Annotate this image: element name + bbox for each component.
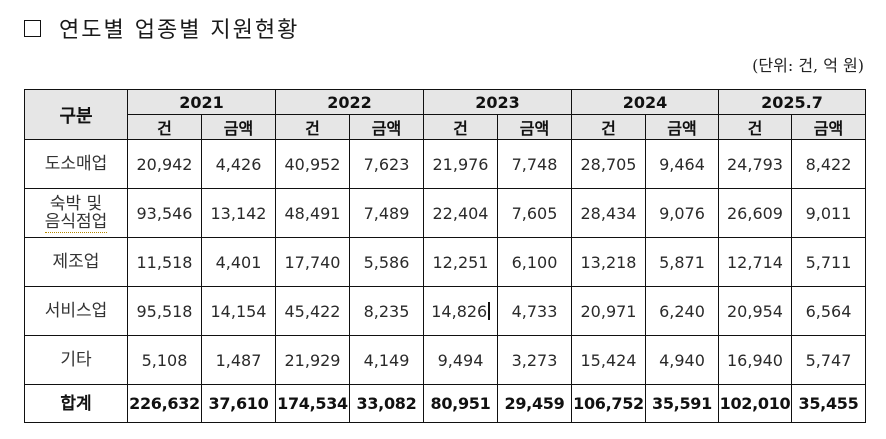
cell-count[interactable]: 11,518 [127,237,202,287]
total-amount[interactable]: 33,082 [349,384,424,423]
cell-amount[interactable]: 5,871 [645,237,719,287]
cell-count[interactable]: 26,609 [718,188,792,238]
cell-count[interactable]: 16,940 [718,335,792,385]
cell-count[interactable]: 21,976 [423,139,498,189]
cell-count[interactable]: 5,108 [127,335,202,385]
header-year-2025-7: 2025.7 [718,89,866,115]
header-amount: 금액 [201,114,276,140]
row-category[interactable]: 서비스업 [24,286,128,336]
cell-amount[interactable]: 9,011 [791,188,866,238]
row-category-line2: 음식점업 [44,212,108,233]
cell-count[interactable]: 24,793 [718,139,792,189]
cell-amount[interactable]: 5,586 [349,237,424,287]
total-row: 합계 226,632 37,610 174,534 33,082 80,951 … [24,384,866,423]
total-count[interactable]: 226,632 [127,384,202,423]
cell-amount[interactable]: 4,940 [645,335,719,385]
cell-count[interactable]: 13,218 [571,237,646,287]
text-cursor-caret [488,301,490,320]
cell-amount[interactable]: 5,711 [791,237,866,287]
total-amount[interactable]: 37,610 [201,384,276,423]
header-amount: 금액 [349,114,424,140]
cell-count[interactable]: 48,491 [275,188,350,238]
cell-count[interactable]: 9,494 [423,335,498,385]
cell-count[interactable]: 20,942 [127,139,202,189]
row-category[interactable]: 도소매업 [24,139,128,189]
cell-amount[interactable]: 13,142 [201,188,276,238]
cell-amount[interactable]: 6,240 [645,286,719,336]
total-count[interactable]: 106,752 [571,384,646,423]
cell-count-active[interactable]: 14,826 [423,286,498,336]
cell-amount[interactable]: 5,747 [791,335,866,385]
cell-count[interactable]: 12,251 [423,237,498,287]
cell-count[interactable]: 93,546 [127,188,202,238]
total-count[interactable]: 174,534 [275,384,350,423]
header-category: 구분 [24,89,128,140]
header-year-2021: 2021 [127,89,276,115]
cell-amount[interactable]: 9,464 [645,139,719,189]
header-count: 건 [571,114,646,140]
cell-amount[interactable]: 7,748 [497,139,572,189]
header-amount: 금액 [497,114,572,140]
cell-count[interactable]: 40,952 [275,139,350,189]
cell-amount[interactable]: 1,487 [201,335,276,385]
cell-count[interactable]: 20,971 [571,286,646,336]
cell-count[interactable]: 20,954 [718,286,792,336]
table-row: 서비스업 95,518 14,154 45,422 8,235 14,826 4… [24,286,866,336]
total-amount[interactable]: 35,455 [791,384,866,423]
header-year-2022: 2022 [275,89,424,115]
cell-count[interactable]: 12,714 [718,237,792,287]
cell-amount[interactable]: 8,235 [349,286,424,336]
header-count: 건 [127,114,202,140]
header-count: 건 [275,114,350,140]
table-row: 기타 5,108 1,487 21,929 4,149 9,494 3,273 … [24,335,866,385]
total-amount[interactable]: 35,591 [645,384,719,423]
support-status-table: 구분 2021 2022 2023 2024 2025.7 건 금액 건 금액 … [24,89,866,423]
table-row: 숙박 및 음식점업 93,546 13,142 48,491 7,489 22,… [24,188,866,238]
cell-amount[interactable]: 4,733 [497,286,572,336]
cell-count[interactable]: 28,434 [571,188,646,238]
row-category[interactable]: 기타 [24,335,128,385]
cell-amount[interactable]: 7,605 [497,188,572,238]
cell-amount[interactable]: 4,149 [349,335,424,385]
header-count: 건 [718,114,792,140]
header-amount: 금액 [791,114,866,140]
table-row: 도소매업 20,942 4,426 40,952 7,623 21,976 7,… [24,139,866,189]
cell-count[interactable]: 22,404 [423,188,498,238]
cell-count[interactable]: 28,705 [571,139,646,189]
cell-amount[interactable]: 4,426 [201,139,276,189]
header-amount: 금액 [645,114,719,140]
table-row: 제조업 11,518 4,401 17,740 5,586 12,251 6,1… [24,237,866,287]
row-category[interactable]: 제조업 [24,237,128,287]
cell-count[interactable]: 21,929 [275,335,350,385]
total-label[interactable]: 합계 [24,384,128,423]
header-count: 건 [423,114,498,140]
cell-amount[interactable]: 8,422 [791,139,866,189]
cell-amount[interactable]: 14,154 [201,286,276,336]
cell-amount[interactable]: 7,489 [349,188,424,238]
cell-amount[interactable]: 9,076 [645,188,719,238]
cell-count[interactable]: 95,518 [127,286,202,336]
section-heading: 연도별 업종별 지원현황 [24,12,299,44]
header-year-2024: 2024 [571,89,719,115]
header-year-2023: 2023 [423,89,572,115]
cell-value: 14,826 [431,301,488,321]
cell-amount[interactable]: 6,564 [791,286,866,336]
cell-count[interactable]: 45,422 [275,286,350,336]
checkbox-square-icon [24,19,41,37]
cell-count[interactable]: 17,740 [275,237,350,287]
cell-amount[interactable]: 6,100 [497,237,572,287]
cell-count[interactable]: 15,424 [571,335,646,385]
total-count[interactable]: 80,951 [423,384,498,423]
cell-amount[interactable]: 4,401 [201,237,276,287]
total-amount[interactable]: 29,459 [497,384,572,423]
cell-amount[interactable]: 7,623 [349,139,424,189]
row-category-line1: 숙박 및 [49,194,103,214]
total-count[interactable]: 102,010 [718,384,792,423]
unit-note: (단위: 건, 억 원) [752,56,864,75]
cell-amount[interactable]: 3,273 [497,335,572,385]
section-title: 연도별 업종별 지원현황 [59,18,300,43]
row-category[interactable]: 숙박 및 음식점업 [24,188,128,238]
